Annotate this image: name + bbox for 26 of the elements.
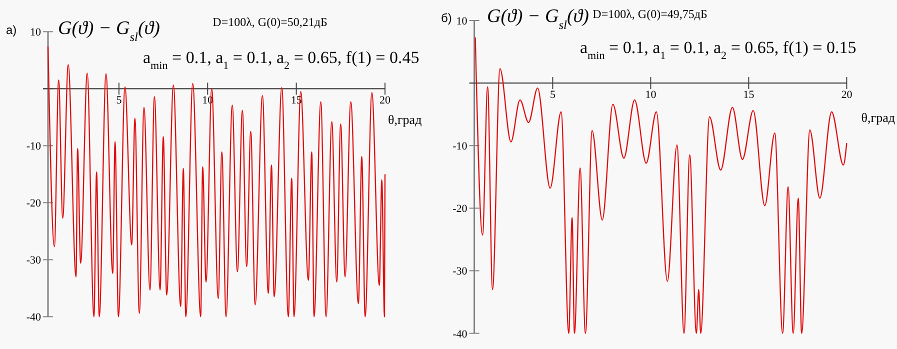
x-axis-title: θ,град xyxy=(861,110,896,125)
y-axis-title: G(ϑ) − G$_{sl}$(ϑ) xyxy=(58,18,160,44)
y-axis-title: G(ϑ) − G$_{sl}$(ϑ) xyxy=(487,6,589,32)
x-axis-title: θ,град xyxy=(388,112,422,127)
y-tick-label: 10 xyxy=(456,16,468,28)
text: а) xyxy=(6,23,17,37)
y-tick-label: -20 xyxy=(26,198,42,210)
text: a$_{min}$ = 0.1, a$_{1}$ = 0.1, a$_{2}$ = 0.65, f(1) = 0.45 xyxy=(143,48,420,72)
text: б) xyxy=(441,11,452,25)
x-tick-label: 20 xyxy=(841,89,853,102)
y-tick-label: -40 xyxy=(452,328,468,340)
text: a$_{min}$ = 0.1, a$_{1}$ = 0.1, a$_{2}$ = 0.65, f(1) = 0.15 xyxy=(580,38,856,62)
y-tick-label: -30 xyxy=(26,254,42,267)
y-tick-label: -30 xyxy=(452,266,468,278)
x-tick-label: 10 xyxy=(645,89,657,102)
chart-title: D=100λ, G(0)=49,75дБ xyxy=(592,7,708,21)
y-tick-label: 10 xyxy=(30,26,42,39)
chart-title: D=100λ, G(0)=50,21дБ xyxy=(212,15,328,29)
y-tick-label: -10 xyxy=(26,140,42,153)
x-tick-label: 5 xyxy=(550,89,556,102)
y-tick-label: -20 xyxy=(452,203,468,216)
x-tick-label: 20 xyxy=(380,94,391,107)
x-tick-label: 15 xyxy=(743,89,755,102)
y-tick-label: -10 xyxy=(452,140,468,153)
x-tick-label: 5 xyxy=(116,94,122,107)
y-tick-label: -40 xyxy=(26,312,42,324)
